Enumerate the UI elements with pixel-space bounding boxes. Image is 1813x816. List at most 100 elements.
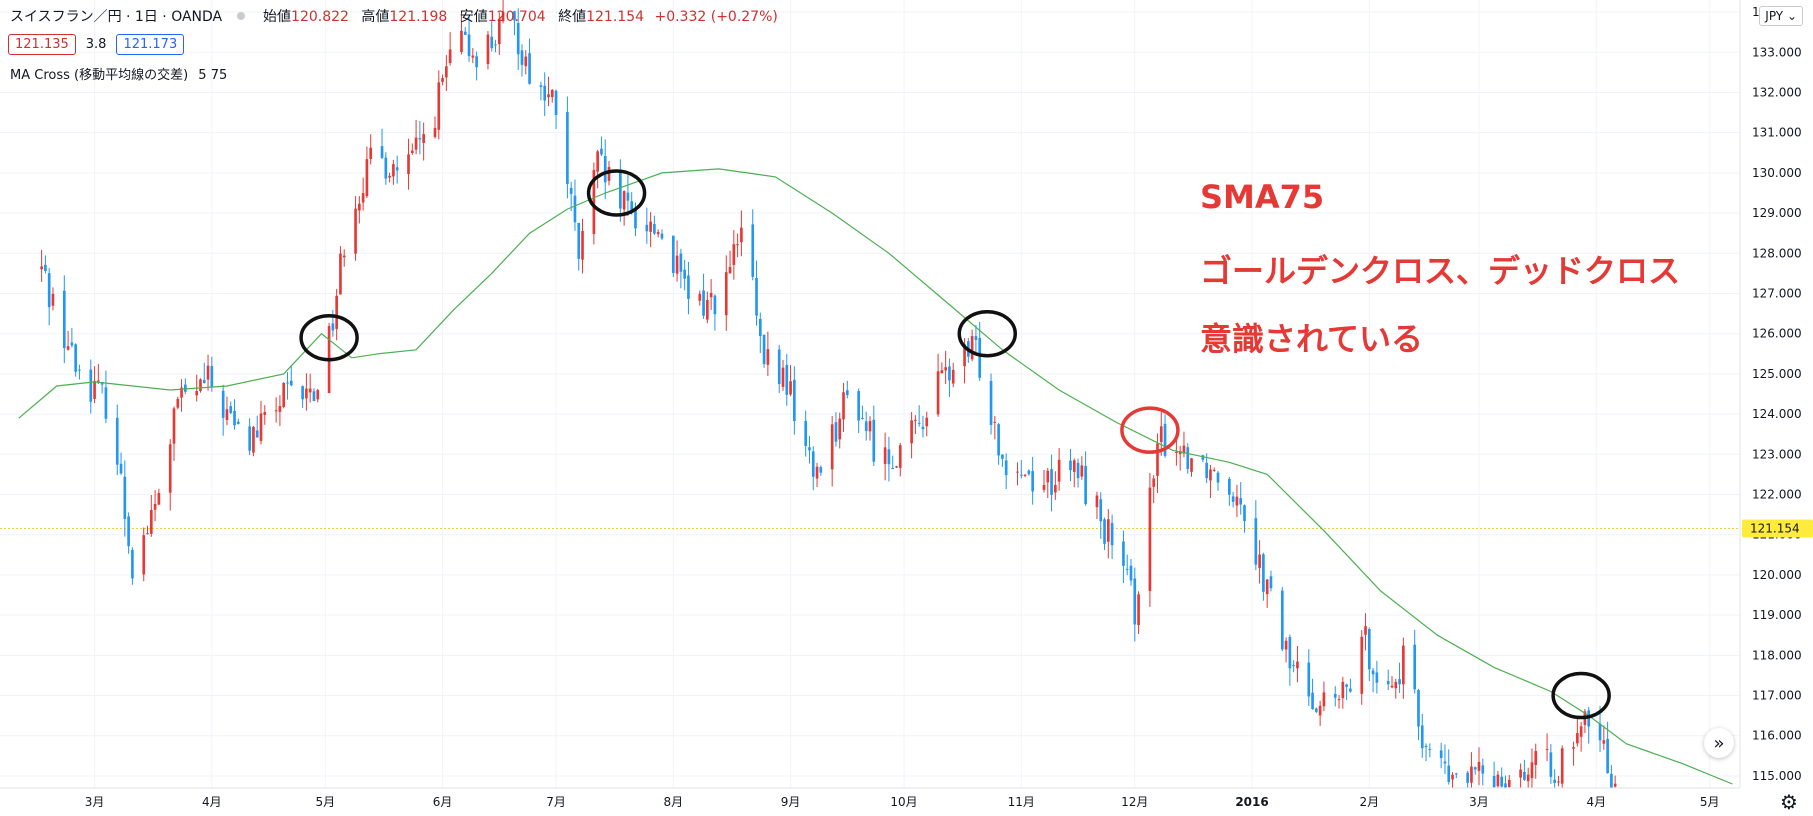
x-tick-label: 5月 [315, 795, 335, 809]
candle [766, 331, 770, 376]
chart-settings-button[interactable]: ⚙ [1780, 790, 1798, 814]
y-tick-label: 131.000 [1752, 126, 1802, 140]
candle [1069, 448, 1072, 482]
candle [433, 116, 437, 139]
candle [1341, 676, 1345, 709]
candle [305, 373, 308, 411]
candle [51, 287, 55, 311]
candle [392, 159, 395, 185]
candle [282, 382, 286, 409]
candle [1390, 676, 1394, 689]
candle [808, 436, 811, 464]
candle [683, 259, 686, 291]
candle [445, 55, 448, 91]
sell-price-button[interactable]: 121.135 [8, 34, 76, 55]
sma75-line [18, 168, 1733, 785]
candle [1129, 558, 1133, 586]
candle [1413, 629, 1417, 694]
candle [1103, 517, 1106, 551]
candle [93, 366, 96, 404]
candle [1470, 752, 1473, 792]
candle [709, 279, 713, 310]
candle [62, 275, 66, 364]
candle [501, 0, 505, 24]
candle [97, 363, 100, 384]
candle [331, 309, 335, 337]
candle [1602, 725, 1606, 750]
time-axis-background [0, 788, 1740, 816]
candle [520, 44, 524, 77]
candle [1148, 472, 1152, 607]
candle [1243, 504, 1246, 533]
candle [146, 525, 149, 535]
y-tick-label: 118.000 [1752, 648, 1802, 662]
candle [66, 330, 70, 351]
quote-row: 121.135 3.8 121.173 [8, 34, 185, 55]
candle [388, 172, 391, 183]
candle [1318, 700, 1322, 726]
symbol-title[interactable]: スイスフラン／円 · 1日 · OANDA [10, 9, 223, 25]
candle [1231, 491, 1235, 508]
candle [104, 370, 108, 424]
x-tick-label: 6月 [433, 795, 453, 809]
candle [475, 51, 478, 81]
candlestick-series [40, 0, 1617, 803]
candle [202, 362, 206, 384]
candle [917, 405, 921, 427]
time-axis[interactable]: 3月 4月 5月 6月 7月 8月 9月 10月 11月 12月 2016 2月 3月 4月 5月 [85, 795, 1720, 809]
candle [811, 446, 815, 491]
candle [1360, 630, 1364, 705]
candle [384, 152, 388, 185]
y-tick-label: 132.000 [1752, 85, 1802, 99]
candle [1152, 475, 1156, 504]
candle [354, 196, 357, 261]
scroll-to-realtime-button[interactable]: » [1704, 728, 1734, 758]
candle [577, 222, 581, 271]
candle [1023, 474, 1027, 478]
candle [1042, 470, 1046, 493]
y-tick-label: 133.000 [1752, 45, 1802, 59]
last-price-label: 121.154 [1750, 522, 1800, 536]
candle [142, 527, 146, 582]
candle [1473, 766, 1477, 775]
y-tick-label: 122.000 [1752, 488, 1802, 502]
candle [547, 76, 550, 107]
candle [361, 177, 365, 211]
buy-price-button[interactable]: 121.173 [116, 34, 185, 55]
candle [441, 74, 444, 86]
candle [358, 196, 361, 224]
candle [119, 452, 123, 475]
candle [944, 350, 947, 385]
y-tick-label: 119.000 [1752, 608, 1802, 622]
indicator-legend[interactable]: MA Cross (移動平均線の交差) 5 75 [10, 64, 227, 83]
candle [569, 181, 573, 212]
candle [974, 325, 978, 353]
candle [1216, 470, 1220, 491]
candle [1439, 742, 1443, 769]
candle [622, 190, 626, 226]
candle [1492, 761, 1496, 788]
annotation-line-1: SMA75 [1200, 178, 1325, 216]
candle [365, 146, 369, 198]
candle [1572, 741, 1575, 766]
candle [1016, 462, 1019, 486]
y-tick-label: 117.000 [1752, 689, 1802, 703]
candle [1125, 554, 1129, 576]
candle [1481, 758, 1485, 786]
candle [649, 212, 652, 248]
candle [1019, 460, 1023, 479]
cross-marker [957, 309, 1018, 358]
candle [728, 250, 732, 274]
candle [936, 353, 940, 417]
candle [1080, 456, 1084, 480]
candle [1106, 509, 1110, 559]
candle [895, 465, 898, 468]
candle [1402, 637, 1405, 699]
candle [925, 411, 929, 437]
candle [1349, 678, 1352, 693]
candle [1054, 471, 1057, 500]
candle [845, 380, 849, 399]
y-tick-label: 115.000 [1752, 769, 1802, 783]
currency-selector[interactable]: JPY ⌄ [1759, 6, 1803, 26]
